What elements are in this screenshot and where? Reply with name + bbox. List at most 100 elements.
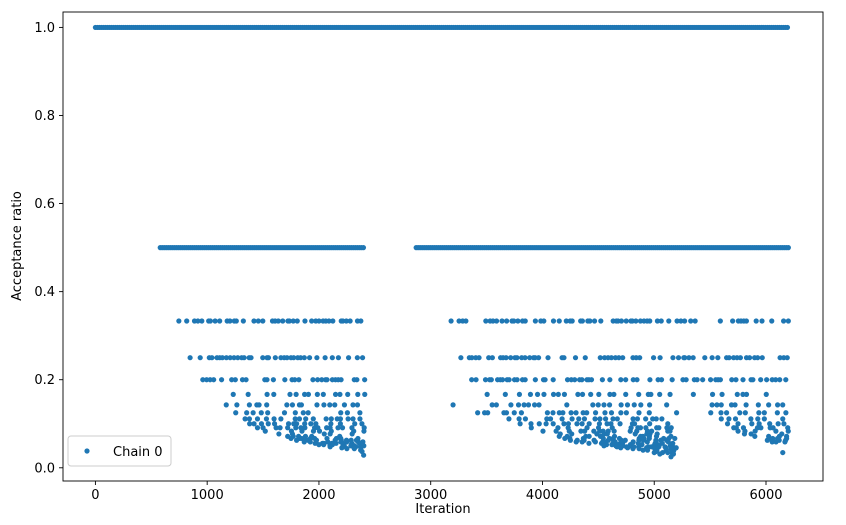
data-point (246, 416, 253, 422)
data-point (623, 410, 629, 416)
data-point (579, 439, 585, 445)
data-point (207, 318, 213, 324)
data-point (329, 355, 335, 361)
data-point (748, 431, 754, 437)
data-point (234, 402, 240, 408)
data-point (627, 428, 633, 434)
legend-label: Chain 0 (113, 445, 163, 460)
data-point (200, 377, 206, 383)
data-point (709, 391, 716, 397)
data-point (301, 391, 308, 397)
data-point (499, 377, 506, 383)
data-point (344, 446, 350, 452)
data-point (242, 416, 248, 422)
data-point (709, 355, 715, 361)
data-point (780, 402, 786, 408)
data-point (747, 355, 753, 361)
x-tick-label: 1000 (191, 488, 224, 503)
data-point (623, 391, 629, 397)
data-point (298, 402, 305, 408)
data-point (550, 377, 556, 383)
data-point (357, 410, 363, 416)
data-point (296, 416, 303, 422)
data-point (345, 416, 351, 422)
data-point (644, 447, 651, 453)
data-point (456, 318, 462, 324)
data-point (485, 410, 491, 416)
data-point (572, 377, 578, 383)
data-point (250, 410, 256, 416)
data-point (784, 355, 790, 361)
data-point (212, 318, 218, 324)
data-point (637, 425, 644, 431)
data-point (780, 416, 786, 422)
data-point (518, 410, 525, 416)
data-point (644, 439, 650, 445)
data-point (588, 391, 594, 397)
x-tick-label: 5000 (638, 488, 671, 503)
data-point (328, 421, 334, 427)
data-point (614, 416, 620, 422)
x-tick-label: 3000 (414, 488, 447, 503)
data-point (199, 318, 205, 324)
data-point (528, 425, 534, 431)
data-point (335, 355, 342, 361)
data-point (688, 318, 694, 324)
y-tick-label: 0.0 (34, 461, 55, 476)
data-point (256, 402, 262, 408)
data-point (759, 355, 765, 361)
data-point (265, 355, 272, 361)
data-point (264, 402, 270, 408)
data-point (488, 377, 494, 383)
data-point (362, 377, 368, 383)
data-point (632, 431, 638, 437)
data-point (327, 431, 333, 437)
data-point (337, 391, 343, 397)
data-point (643, 416, 649, 422)
y-tick-label: 1.0 (34, 21, 55, 36)
data-point (742, 410, 748, 416)
data-point (302, 318, 308, 324)
data-point (654, 318, 661, 324)
data-point (535, 355, 542, 361)
data-point (310, 428, 317, 434)
data-point (755, 355, 761, 361)
data-point (227, 318, 233, 324)
data-point (316, 318, 322, 324)
data-point (344, 410, 351, 416)
data-point (763, 391, 769, 397)
data-point (769, 318, 775, 324)
data-point (580, 410, 586, 416)
data-point (568, 410, 574, 416)
data-point (506, 416, 512, 422)
x-tick-label: 2000 (302, 488, 335, 503)
data-point (316, 442, 322, 448)
data-point (322, 355, 328, 361)
data-point (355, 391, 361, 397)
data-point (555, 391, 561, 397)
data-point (623, 318, 629, 324)
data-point (502, 391, 508, 397)
data-point (341, 402, 348, 408)
data-point (573, 410, 579, 416)
data-point (272, 355, 278, 361)
data-point (254, 416, 261, 422)
data-point (359, 421, 365, 427)
data-point (243, 377, 249, 383)
data-point (527, 391, 534, 397)
data-point (337, 416, 344, 422)
data-point (522, 318, 528, 324)
data-point (785, 318, 791, 324)
data-point (784, 24, 791, 31)
data-point (594, 431, 600, 437)
data-point (640, 437, 646, 443)
data-point (755, 416, 761, 422)
data-point (617, 421, 623, 427)
data-point (321, 431, 327, 437)
data-point (781, 421, 787, 427)
legend: Chain 0 (67, 435, 172, 467)
data-point (544, 410, 551, 416)
data-point (618, 318, 625, 324)
data-point (244, 410, 250, 416)
data-point (567, 437, 574, 443)
